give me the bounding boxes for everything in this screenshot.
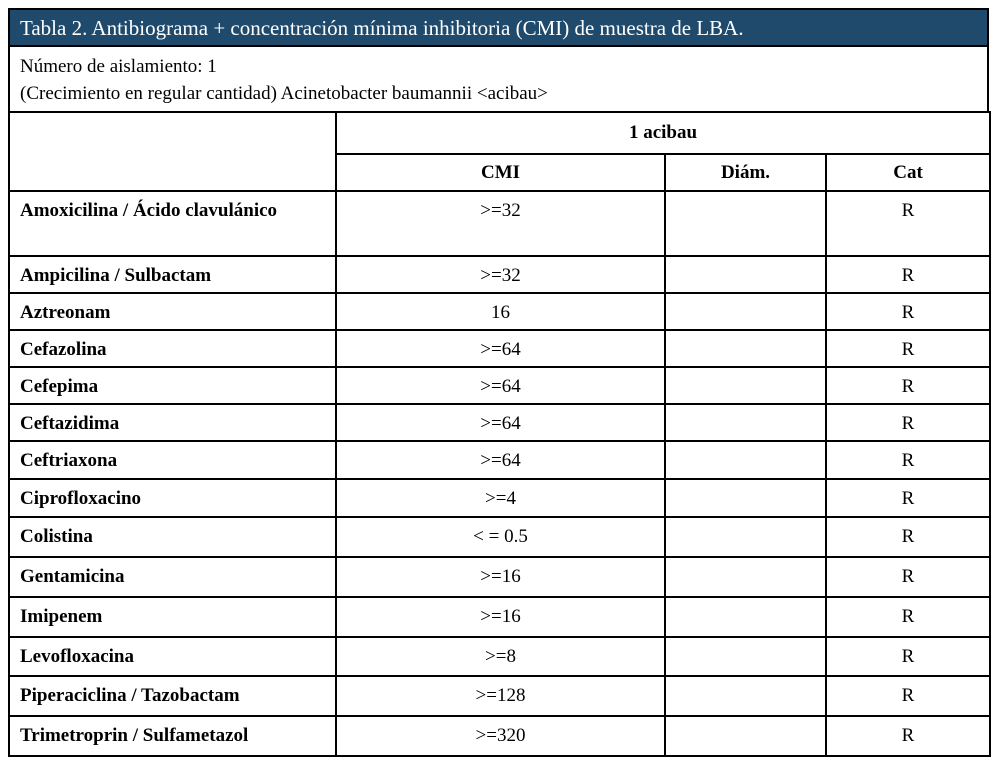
cmi-value: >=64 [335,440,666,480]
category-value: R [824,596,992,638]
antibiotic-name: Levofloxacina [8,636,337,677]
category-value: R [824,440,992,480]
category-value: R [824,366,992,405]
antibiotic-name: Ceftriaxona [8,440,337,480]
cmi-value: >=32 [335,190,666,257]
antibiotic-name: Ampicilina / Sulbactam [8,255,337,294]
cmi-value: >=128 [335,675,666,717]
column-header-diameter: Diám. [664,153,827,192]
cmi-value: >=64 [335,403,666,442]
antibiotic-name: Ceftazidima [8,403,337,442]
growth-description: (Crecimiento en regular cantidad) Acinet… [20,83,548,104]
antibiotic-name: Ciprofloxacino [8,478,337,518]
column-header-category: Cat [824,153,992,192]
diameter-value [664,292,827,331]
cmi-value: >=8 [335,636,666,677]
category-value: R [824,403,992,442]
cmi-value: >=64 [335,366,666,405]
antibiotic-name: Imipenem [8,596,337,638]
antibiotic-name: Piperaciclina / Tazobactam [8,675,337,717]
isolate-info: Número de aislamiento: 1 (Crecimiento en… [8,45,989,111]
table-row: Levofloxacina >=8 R [8,636,992,677]
category-value: R [824,675,992,717]
diameter-value [664,190,827,257]
table-body: Amoxicilina / Ácido clavulánico >=32 R Ampi… [8,190,992,757]
cmi-value: >=32 [335,255,666,294]
cmi-value: >=64 [335,329,666,368]
table-caption: Tabla 2. Antibiograma + concentración mí… [8,8,989,45]
organism-group-header: 1 acibau [334,111,992,155]
cmi-value: >=16 [335,556,666,598]
table-row: Gentamicina >=16 R [8,556,992,598]
diameter-value [664,516,827,558]
diameter-value [664,636,827,677]
diameter-value [664,478,827,518]
cmi-value: >=16 [335,596,666,638]
cmi-value: >=320 [335,715,666,757]
category-value: R [824,556,992,598]
diameter-value [664,366,827,405]
cmi-value: < = 0.5 [335,516,666,558]
table-row: Aztreonam 16 R [8,292,992,331]
antibiotic-name: Colistina [8,516,337,558]
table-row: Ceftazidima >=64 R [8,403,992,442]
table-row: Ampicilina / Sulbactam >=32 R [8,255,992,294]
category-value: R [824,329,992,368]
table-row: Piperaciclina / Tazobactam >=128 R [8,675,992,717]
cmi-value: 16 [335,292,666,331]
column-header-cmi: CMI [335,153,666,192]
antibiotic-header-cell [8,111,337,192]
diameter-value [664,255,827,294]
antibiogram-table: 1 acibau CMI Diám. Cat Amoxicilina / Áci… [8,111,992,757]
antibiotic-name: Cefazolina [8,329,337,368]
table-row: Trimetroprin / Sulfametazol >=320 R [8,715,992,757]
table-row: Ceftriaxona >=64 R [8,440,992,480]
table-row: Amoxicilina / Ácido clavulánico >=32 R [8,190,992,257]
table-row: Ciprofloxacino >=4 R [8,478,992,518]
antibiotic-name: Aztreonam [8,292,337,331]
category-value: R [824,636,992,677]
table-row: Cefazolina >=64 R [8,329,992,368]
category-value: R [824,292,992,331]
category-value: R [824,516,992,558]
antibiotic-name: Cefepima [8,366,337,405]
table-row: Cefepima >=64 R [8,366,992,405]
diameter-value [664,403,827,442]
category-value: R [824,715,992,757]
diameter-value [664,675,827,717]
isolate-number: Número de aislamiento: 1 [20,56,217,77]
cmi-value: >=4 [335,478,666,518]
antibiotic-name: Trimetroprin / Sulfametazol [8,715,337,757]
antibiotic-name: Gentamicina [8,556,337,598]
table-row: Colistina < = 0.5 R [8,516,992,558]
diameter-value [664,440,827,480]
category-value: R [824,478,992,518]
diameter-value [664,556,827,598]
diameter-value [664,596,827,638]
category-value: R [824,255,992,294]
diameter-value [664,329,827,368]
table-row: Imipenem >=16 R [8,596,992,638]
antibiogram-table-container: Tabla 2. Antibiograma + concentración mí… [8,8,992,757]
antibiotic-name: Amoxicilina / Ácido clavulánico [8,190,337,257]
diameter-value [664,715,827,757]
category-value: R [824,190,992,257]
